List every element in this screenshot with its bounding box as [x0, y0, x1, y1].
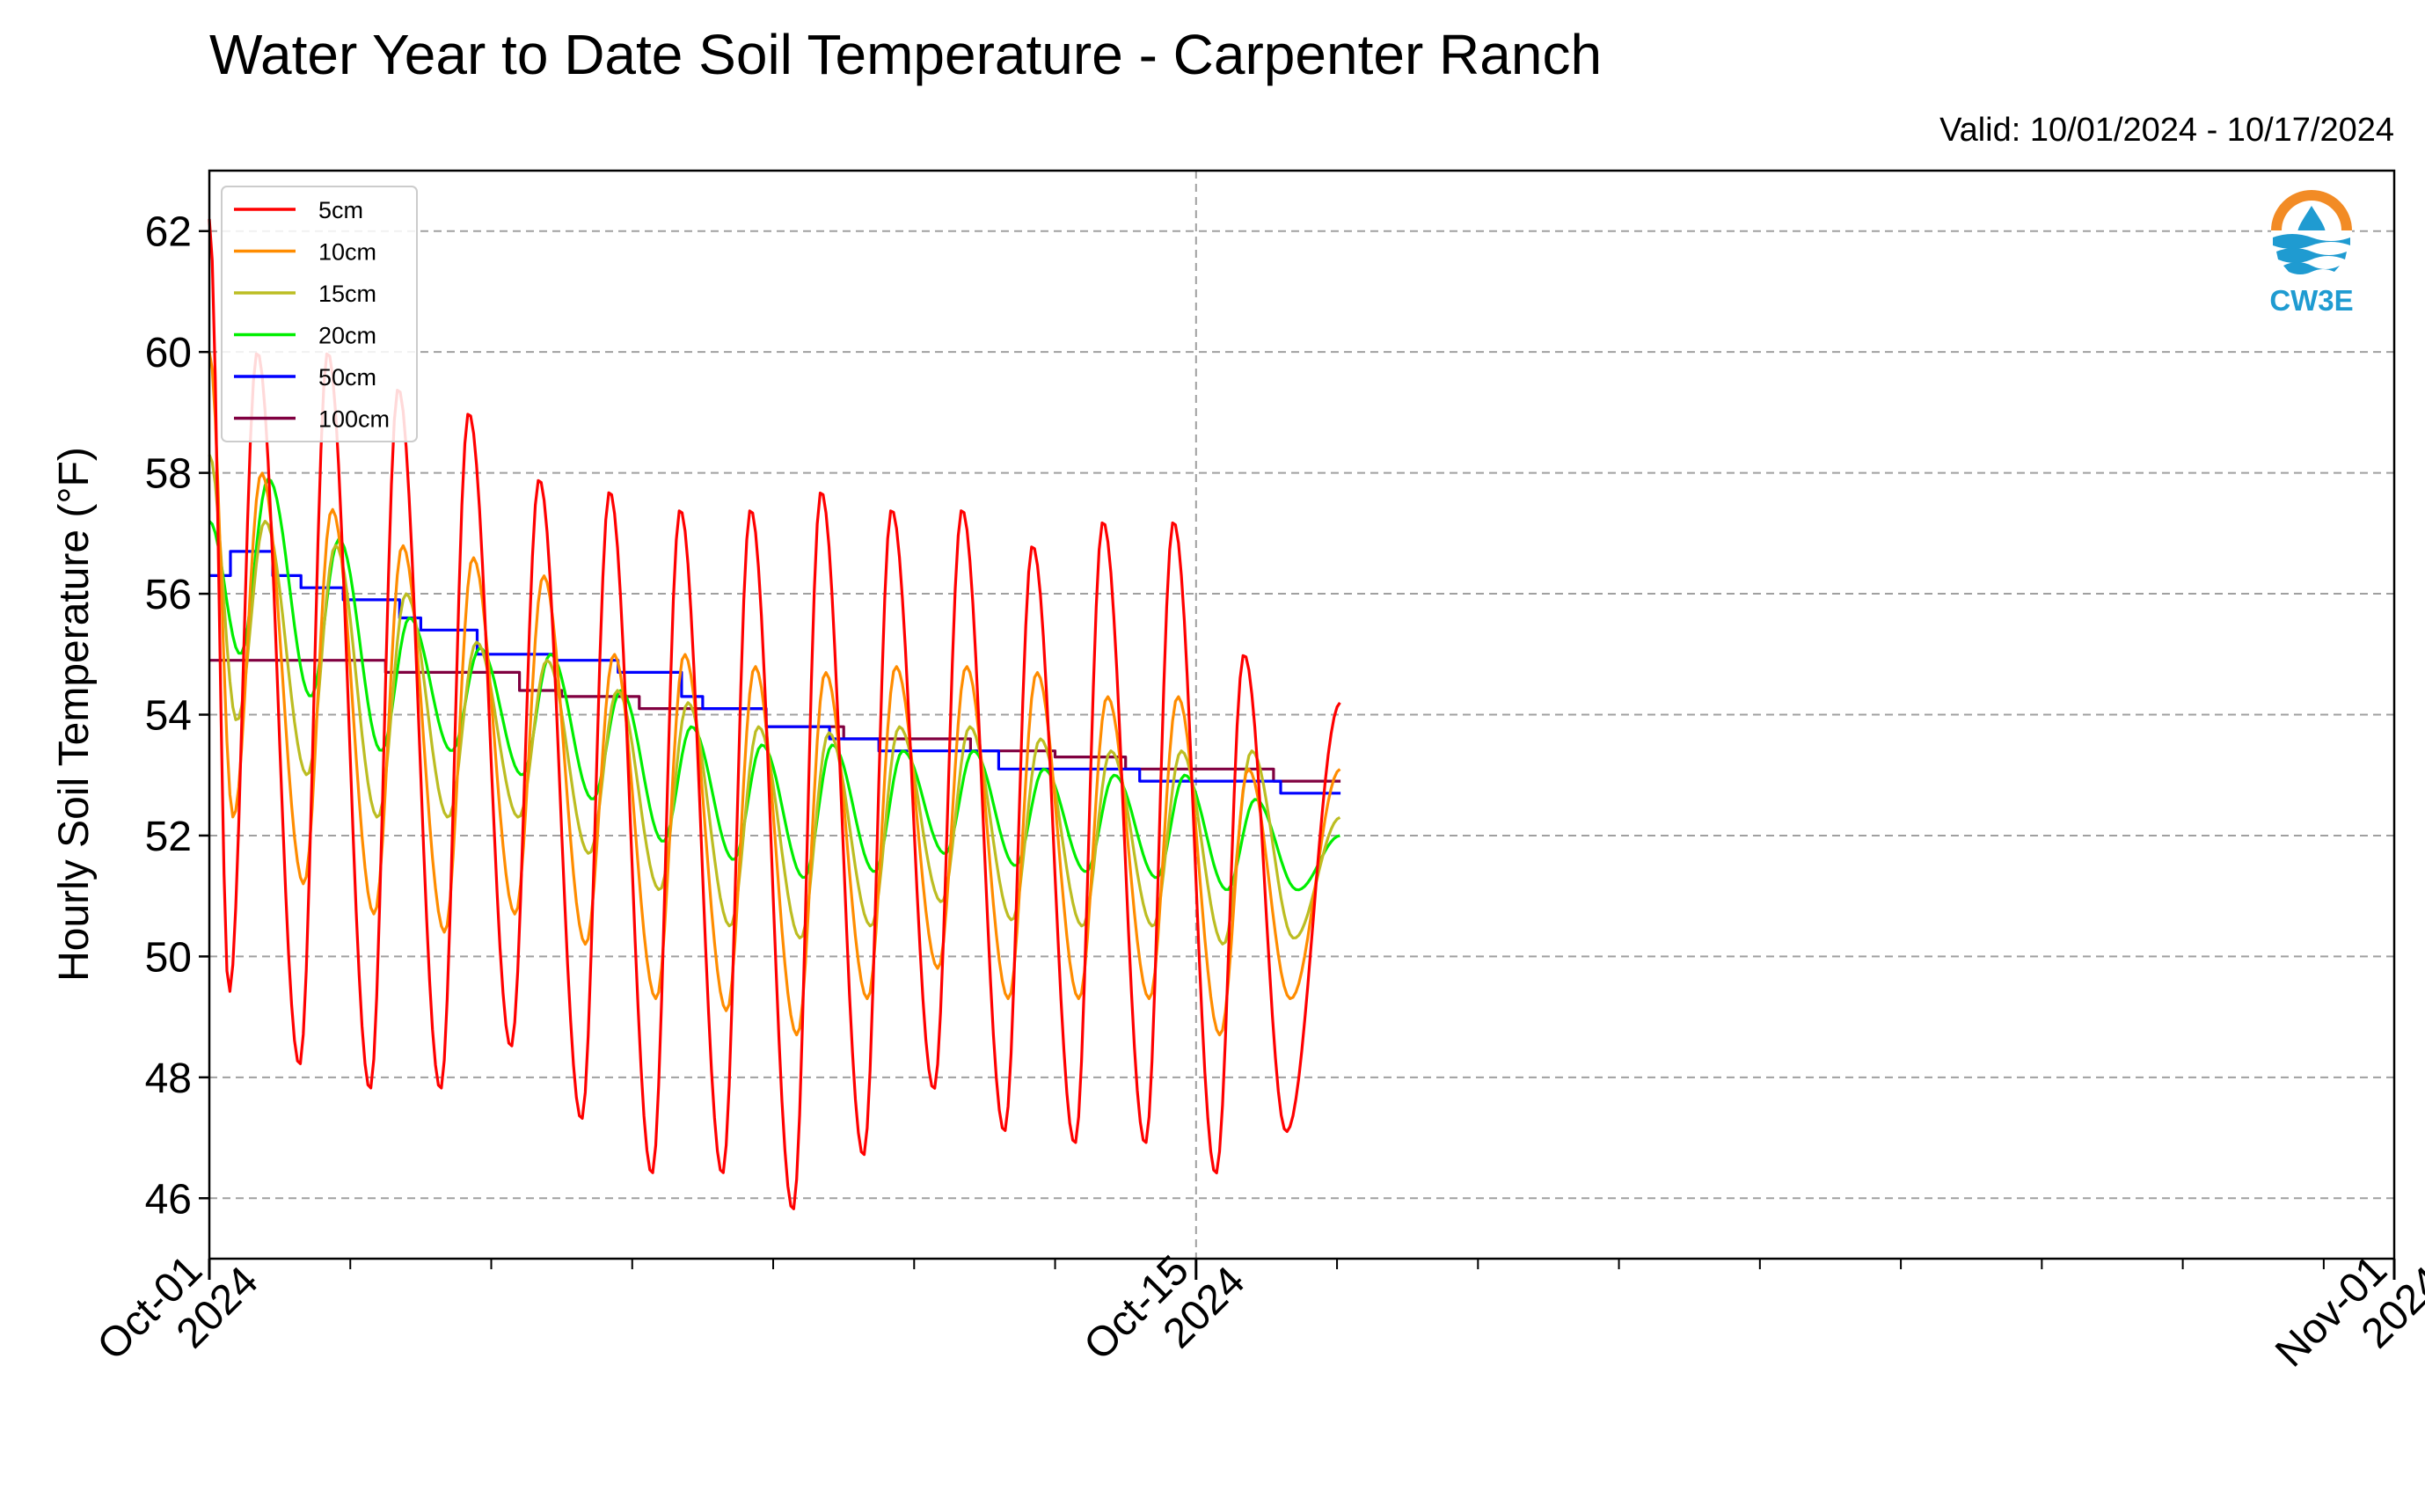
legend-label-15cm: 15cm — [318, 281, 376, 307]
series-line-50cm — [209, 550, 1341, 795]
legend-label-20cm: 20cm — [318, 323, 376, 349]
y-axis-label: Hourly Soil Temperature (°F) — [51, 447, 98, 982]
y-tick-label: 52 — [145, 814, 192, 860]
y-tick-label: 46 — [145, 1176, 192, 1223]
series-line-15cm — [208, 454, 1341, 946]
y-tick-label: 62 — [145, 209, 192, 256]
chart-title: Water Year to Date Soil Temperature - Ca… — [209, 23, 1602, 86]
y-tick-label: 48 — [145, 1055, 192, 1102]
y-tick-label: 56 — [145, 572, 192, 618]
y-tick-label: 58 — [145, 451, 192, 498]
cw3e-logo-text: CW3E — [2269, 284, 2353, 317]
cw3e-logo: CW3E — [2269, 190, 2354, 317]
legend-label-10cm: 10cm — [318, 239, 376, 266]
y-tick-label: 54 — [145, 693, 192, 740]
series-line-20cm — [208, 478, 1340, 892]
valid-date-range: Valid: 10/01/2024 - 10/17/2024 — [1939, 112, 2394, 149]
legend-label-50cm: 50cm — [318, 364, 376, 391]
legend-label-100cm: 100cm — [318, 406, 390, 433]
series-line-100cm — [209, 659, 1341, 783]
cw3e-water-drop-logo — [2271, 190, 2352, 274]
y-axis: 46 48 50 52 54 56 58 60 62 — [145, 209, 209, 1223]
legend: 5cm 10cm 15cm 20cm 50cm 100cm — [221, 186, 418, 442]
y-tick-label: 60 — [145, 330, 192, 376]
series-line-10cm — [208, 351, 1341, 1037]
legend-box — [221, 186, 418, 442]
legend-label-5cm: 5cm — [318, 197, 363, 223]
y-tick-label: 50 — [145, 934, 192, 981]
